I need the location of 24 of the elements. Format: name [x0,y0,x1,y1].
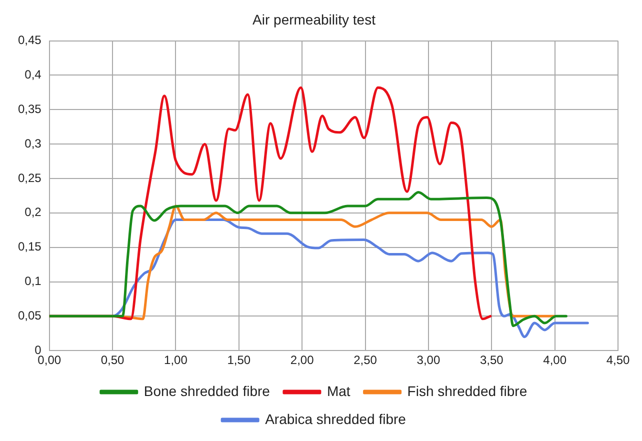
x-tick-label: 2,00 [290,353,314,368]
legend-label: Mat [326,382,350,399]
x-tick-label: 4,50 [606,353,630,368]
y-tick-label: 0,25 [18,170,42,185]
x-tick-label: 2,50 [354,353,378,368]
x-tick-label: 3,00 [416,353,440,368]
legend-label: Fish shredded fibre [407,382,528,399]
y-tick-label: 0,45 [18,33,42,48]
y-tick-label: 0,4 [24,68,42,82]
x-tick-label: 1,50 [227,353,251,368]
legend-label: Arabica shredded fibre [265,410,406,427]
y-tick-label: 0,2 [24,205,42,220]
y-tick-label: 0,05 [18,308,42,322]
y-tick-label: 0,1 [24,274,42,288]
chart-title: Air permeability test [252,11,376,28]
x-tick-label: 3,50 [480,353,504,368]
x-tick-label: 1,00 [164,353,188,368]
x-tick-label: 0,50 [100,353,125,368]
y-tick-label: 0,35 [18,102,42,116]
y-tick-label: 0,3 [24,136,42,150]
y-tick-label: 0,15 [18,240,42,254]
x-tick-label: 4,00 [543,353,567,368]
legend-label: Bone shredded fibre [144,382,270,399]
line-series [49,191,568,328]
